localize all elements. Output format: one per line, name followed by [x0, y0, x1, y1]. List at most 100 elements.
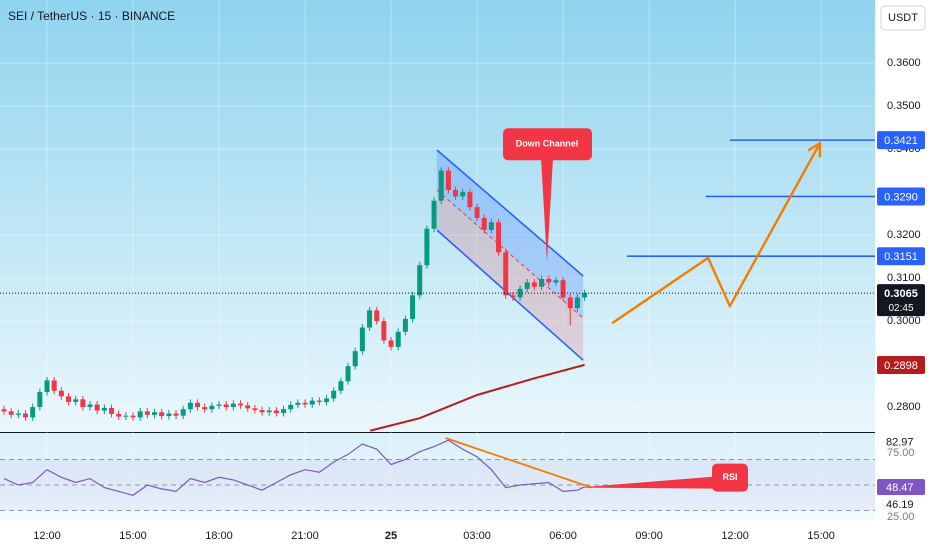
candle-body	[582, 293, 588, 298]
candle-body	[546, 278, 552, 283]
candle-body	[288, 404, 294, 410]
y-tick-label: 0.3600	[887, 57, 921, 69]
level-label: 0.3290	[884, 191, 918, 203]
x-tick-label: 25	[385, 530, 397, 542]
candle-body	[367, 310, 373, 328]
candle-body	[230, 403, 236, 408]
rsi-callout-text: RSI	[722, 472, 737, 482]
candle-body	[539, 278, 545, 287]
candle-body	[8, 411, 14, 415]
price-axis	[875, 0, 932, 550]
candle-body	[316, 400, 322, 402]
candle-body	[374, 310, 380, 322]
x-tick-label: 15:00	[119, 530, 147, 542]
candle-body	[66, 396, 72, 402]
projection-arrowhead	[807, 140, 822, 158]
currency-box[interactable]	[880, 5, 926, 31]
callout-pointer	[541, 158, 554, 263]
candle-body	[503, 252, 509, 296]
channel-lower-fill	[436, 189, 584, 361]
x-tick-label: 12:00	[33, 530, 61, 542]
moving-average	[369, 363, 585, 432]
channel-lower	[436, 229, 584, 361]
candle-body	[553, 280, 559, 283]
candle-body	[180, 409, 186, 416]
candle-body	[73, 399, 79, 402]
candle-body	[58, 390, 64, 397]
candle-body	[410, 295, 416, 319]
candle-body	[496, 222, 502, 253]
projection-path	[611, 142, 822, 325]
candle-body	[80, 399, 86, 408]
candle-body	[273, 410, 279, 414]
candle-body	[159, 412, 165, 417]
candle-body	[445, 170, 451, 190]
candle-body	[453, 189, 459, 197]
time-axis	[0, 520, 932, 550]
y-tick-label: 0.3000	[887, 315, 921, 327]
candle-body	[388, 340, 394, 347]
candle-body	[324, 398, 330, 402]
ma-badge	[877, 355, 925, 374]
candle-body	[424, 228, 430, 266]
rsi-callout-box	[711, 463, 748, 492]
candle-body	[345, 366, 351, 382]
y-tick-label: 0.3200	[887, 229, 921, 241]
candle-body	[517, 288, 523, 298]
candle-body	[166, 413, 172, 417]
candle-body	[223, 404, 229, 408]
candle-body	[381, 321, 387, 341]
x-tick-label: 15:00	[807, 530, 835, 542]
candle-body	[460, 192, 466, 197]
x-tick-label: 06:00	[549, 530, 577, 542]
y-tick-label: 0.2800	[887, 401, 921, 413]
rsi-callout-pointer	[577, 476, 714, 489]
candle-body	[123, 415, 129, 417]
candle-body	[216, 404, 222, 406]
candle-body	[15, 413, 21, 415]
candle-body	[44, 380, 50, 393]
rsi-line	[3, 439, 585, 496]
ma-label: 0.2898	[884, 360, 918, 372]
candle-body	[116, 413, 122, 417]
candle-body	[252, 408, 258, 411]
candle-body	[281, 409, 287, 414]
callout-text: Down Channel	[516, 139, 579, 149]
rsi-tick-label: 25.00	[887, 511, 915, 523]
countdown: 02:45	[888, 303, 913, 314]
candle-body	[152, 412, 158, 415]
rsi-readout: 82.97	[886, 437, 914, 449]
chart-title: SEI / TetherUS · 15 · BINANCE	[8, 9, 175, 23]
last-price-label: 0.3065	[884, 288, 918, 300]
candle-body	[1, 409, 7, 412]
candle-body	[266, 410, 272, 413]
currency[interactable]: USDT	[888, 12, 918, 24]
candle-body	[137, 411, 143, 418]
candle-body	[187, 402, 193, 410]
rsi-readout: 46.19	[886, 499, 914, 511]
candle-body	[259, 410, 265, 413]
level-badge	[877, 247, 925, 266]
candle-body	[431, 200, 437, 229]
candle-body	[331, 390, 337, 399]
level-label: 0.3151	[884, 251, 918, 263]
rsi-value-label: 48.47	[886, 482, 914, 494]
candle-body	[101, 407, 107, 411]
x-tick-label: 03:00	[463, 530, 491, 542]
candle-body	[23, 413, 29, 418]
candle-body	[202, 407, 208, 410]
x-tick-label: 12:00	[721, 530, 749, 542]
candle-body	[417, 265, 423, 296]
candle-body	[30, 407, 36, 418]
rsi-divergence	[445, 437, 592, 489]
channel-midline	[436, 189, 584, 319]
level-badge	[877, 187, 925, 206]
candle-body	[352, 351, 358, 367]
candle-body	[488, 222, 494, 230]
candle-body	[144, 411, 150, 415]
candle-body	[531, 282, 537, 287]
y-tick-label: 0.3100	[887, 272, 921, 284]
candle-body	[87, 404, 93, 408]
candle-body	[109, 407, 115, 414]
